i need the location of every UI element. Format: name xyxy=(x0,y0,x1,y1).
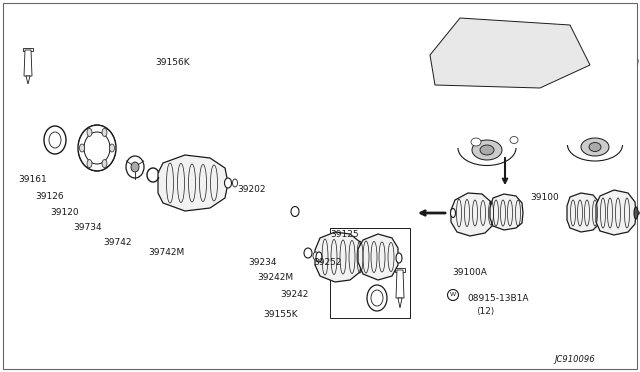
Ellipse shape xyxy=(472,140,502,160)
Ellipse shape xyxy=(84,132,110,164)
Polygon shape xyxy=(26,76,30,84)
Ellipse shape xyxy=(447,289,458,301)
Ellipse shape xyxy=(131,162,139,172)
Text: 39742: 39742 xyxy=(103,238,131,247)
Ellipse shape xyxy=(225,178,232,188)
Ellipse shape xyxy=(634,207,638,219)
Text: 39100: 39100 xyxy=(530,193,559,202)
Bar xyxy=(395,268,405,272)
Text: 39120: 39120 xyxy=(50,208,79,217)
Ellipse shape xyxy=(102,128,107,137)
Ellipse shape xyxy=(126,156,144,178)
Ellipse shape xyxy=(49,132,61,148)
Ellipse shape xyxy=(396,253,402,263)
Text: ⟨12⟩: ⟨12⟩ xyxy=(476,307,494,316)
Text: 39252: 39252 xyxy=(313,258,342,267)
Polygon shape xyxy=(158,155,228,211)
Polygon shape xyxy=(398,298,402,308)
Ellipse shape xyxy=(589,142,601,151)
Ellipse shape xyxy=(581,138,609,156)
Ellipse shape xyxy=(451,208,456,218)
Polygon shape xyxy=(396,270,404,298)
Polygon shape xyxy=(418,8,638,150)
Text: 39242: 39242 xyxy=(280,290,308,299)
Ellipse shape xyxy=(87,160,92,168)
Polygon shape xyxy=(315,232,362,282)
Text: 39125: 39125 xyxy=(330,230,358,239)
Ellipse shape xyxy=(78,125,116,171)
Text: 39742M: 39742M xyxy=(148,248,184,257)
Text: 39100A: 39100A xyxy=(452,268,487,277)
Ellipse shape xyxy=(510,137,518,144)
Polygon shape xyxy=(24,50,32,76)
Text: 08915-13B1A: 08915-13B1A xyxy=(467,294,529,303)
Polygon shape xyxy=(596,190,636,235)
Ellipse shape xyxy=(471,138,481,146)
Ellipse shape xyxy=(44,126,66,154)
Polygon shape xyxy=(567,193,600,232)
Bar xyxy=(330,228,410,318)
Ellipse shape xyxy=(79,144,84,152)
Text: 39234: 39234 xyxy=(248,258,276,267)
Ellipse shape xyxy=(371,290,383,306)
Ellipse shape xyxy=(480,145,494,155)
Text: 39242M: 39242M xyxy=(257,273,293,282)
Text: W: W xyxy=(450,292,456,298)
Polygon shape xyxy=(358,234,398,280)
Ellipse shape xyxy=(316,252,322,262)
Text: 39156K: 39156K xyxy=(155,58,189,67)
Ellipse shape xyxy=(313,252,319,260)
Text: 39202: 39202 xyxy=(237,185,266,194)
Text: 39155K: 39155K xyxy=(263,310,298,319)
Polygon shape xyxy=(490,194,523,230)
Ellipse shape xyxy=(232,179,237,187)
Ellipse shape xyxy=(87,128,92,137)
Text: 39126: 39126 xyxy=(35,192,63,201)
Text: 39161: 39161 xyxy=(18,175,47,184)
Ellipse shape xyxy=(102,160,107,168)
Text: 39734: 39734 xyxy=(73,223,102,232)
Ellipse shape xyxy=(304,248,312,258)
Ellipse shape xyxy=(109,144,115,152)
Polygon shape xyxy=(430,18,590,88)
Polygon shape xyxy=(451,193,493,236)
Ellipse shape xyxy=(291,206,299,217)
Bar xyxy=(23,48,33,51)
Ellipse shape xyxy=(367,285,387,311)
Text: JC910096: JC910096 xyxy=(554,355,595,364)
